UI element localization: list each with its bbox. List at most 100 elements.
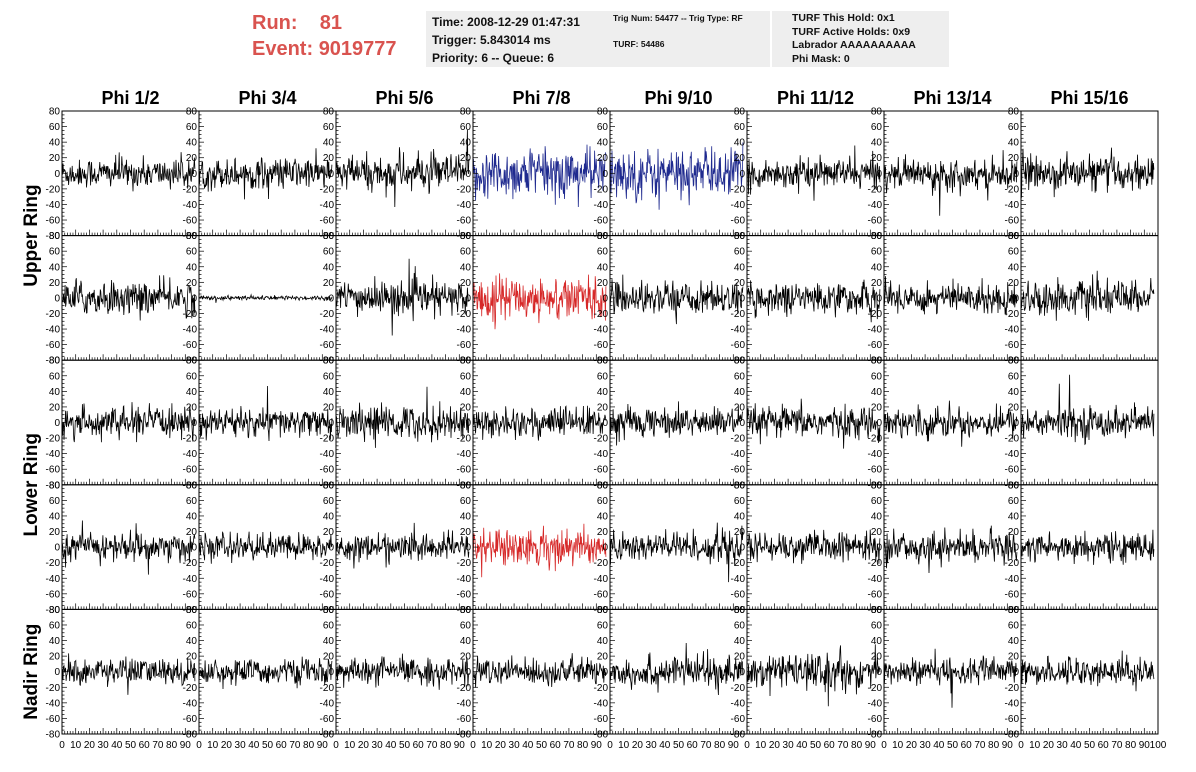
x-tick-label: 90 [1002,740,1014,751]
panel-frame [1020,110,1159,237]
y-tick-label: 0 [191,667,197,678]
y-tick-label: -40 [183,325,198,336]
y-tick-label: 0 [876,293,882,304]
waveform-trace [335,258,470,336]
y-tick-label: -20 [731,434,746,445]
time-info-box: Time: 2008-12-29 01:47:31 Trigger: 5.843… [426,11,606,67]
y-tick-label: 0 [602,543,608,554]
y-tick-label: 80 [460,605,472,616]
waveform-trace [609,521,744,583]
y-tick-label: -80 [457,356,472,367]
x-tick-label: 60 [1098,740,1110,751]
y-tick-label: -80 [320,605,335,616]
y-tick-label: 80 [871,356,883,367]
x-tick-label: 40 [385,740,397,751]
column-title: Phi 1/2 [101,88,159,108]
y-tick-label: -60 [731,589,746,600]
x-tick-label: 90 [591,740,603,751]
y-tick-label: -20 [868,184,883,195]
y-tick-label: 40 [323,262,335,273]
y-tick-label: 60 [1008,496,1020,507]
y-tick-label: -40 [183,698,198,709]
trigger-info-box: Trig Num: 54477 -- Trig Type: RF TURF: 5… [605,11,770,67]
y-tick-label: 0 [465,418,471,429]
y-tick-label: -20 [731,558,746,569]
y-tick-label: 40 [1008,387,1020,398]
x-tick-label: 50 [399,740,411,751]
y-tick-label: -60 [183,340,198,351]
x-tick-label: 40 [659,740,671,751]
x-tick-label: 30 [920,740,932,751]
y-tick-label: -80 [183,480,198,491]
y-tick-label: 80 [323,231,335,242]
y-tick-label: 80 [734,231,746,242]
waveform-trace [883,400,1018,447]
y-tick-label: 40 [871,262,883,273]
x-tick-label: 40 [248,740,260,751]
run-label: Run: [252,12,298,34]
y-tick-label: 0 [191,543,197,554]
y-tick-label: -80 [731,480,746,491]
y-tick-label: -60 [46,340,61,351]
waveform-trace [472,523,607,578]
x-tick-label: 10 [344,740,356,751]
column-title: Phi 13/14 [913,88,991,108]
y-tick-label: 20 [460,652,472,663]
y-tick-label: 80 [186,107,198,118]
y-tick-label: -80 [594,605,609,616]
y-tick-label: 20 [49,278,61,289]
y-tick-label: -80 [594,356,609,367]
y-tick-label: -80 [1005,480,1020,491]
y-tick-label: -40 [731,574,746,585]
waveform-trace [61,275,196,321]
column-title: Phi 5/6 [375,88,433,108]
y-tick-label: 0 [876,418,882,429]
y-tick-label: -60 [594,465,609,476]
y-tick-label: -40 [731,449,746,460]
y-tick-label: -60 [1005,714,1020,725]
waveform-trace [609,142,744,210]
y-tick-label: 80 [734,356,746,367]
y-tick-label: -60 [1005,216,1020,227]
y-tick-label: -60 [731,465,746,476]
ring-label: Upper Ring [21,184,42,286]
y-tick-label: 20 [186,153,198,164]
y-tick-label: 40 [460,636,472,647]
y-tick-label: 40 [49,262,61,273]
waveform-trace [746,529,881,564]
y-tick-label: -40 [868,698,883,709]
y-tick-label: -40 [46,574,61,585]
y-tick-label: -60 [594,340,609,351]
y-tick-label: -60 [183,714,198,725]
column-title: Phi 7/8 [512,88,570,108]
y-tick-label: -60 [457,465,472,476]
y-tick-label: -80 [731,356,746,367]
y-tick-label: 60 [460,122,472,133]
y-tick-label: 60 [323,247,335,258]
y-tick-label: 20 [1008,153,1020,164]
x-tick-label: 70 [837,740,849,751]
y-tick-label: -80 [320,356,335,367]
y-tick-label: 20 [597,652,609,663]
x-tick-label: 0 [607,740,613,751]
waveform-trace [61,152,196,192]
y-tick-label: 60 [871,122,883,133]
y-tick-label: -40 [457,325,472,336]
y-tick-label: -80 [731,231,746,242]
turf-this-hold-text: TURF This Hold: 0x1 [792,12,895,24]
x-tick-label: 80 [166,740,178,751]
y-tick-label: 20 [186,402,198,413]
x-tick-label: 10 [1029,740,1041,751]
y-tick-label: 0 [191,418,197,429]
y-tick-label: -80 [457,605,472,616]
x-tick-label: 70 [426,740,438,751]
y-tick-label: -80 [1005,730,1020,741]
x-tick-label: 60 [413,740,425,751]
y-tick-label: 20 [734,402,746,413]
y-tick-label: 0 [1013,293,1019,304]
x-tick-label: 10 [755,740,767,751]
y-tick-label: -40 [46,325,61,336]
waveform-trace [883,525,1018,574]
y-tick-label: 20 [597,153,609,164]
y-tick-label: 20 [734,652,746,663]
